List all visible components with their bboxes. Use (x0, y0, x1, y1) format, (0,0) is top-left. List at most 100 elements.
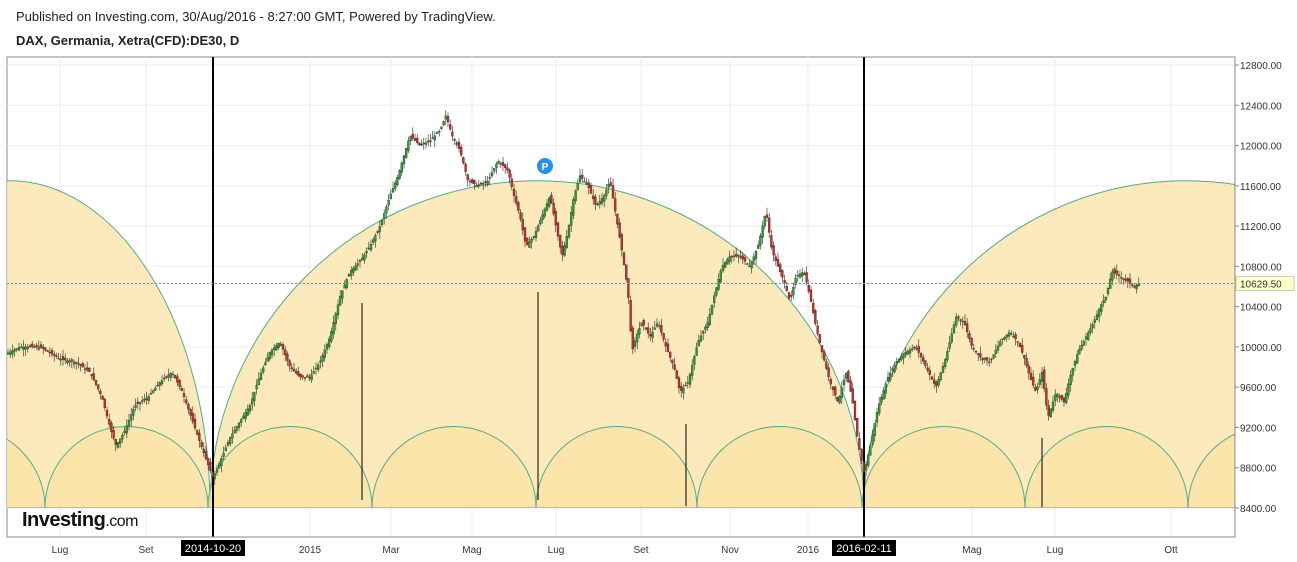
event-icon[interactable]: P (537, 158, 553, 174)
candle-body (114, 439, 117, 446)
candle-body (209, 461, 212, 471)
candle-body (814, 310, 817, 324)
candle-body (490, 172, 494, 177)
candle-body (675, 370, 678, 379)
candle-body (387, 199, 390, 206)
candle-body (202, 448, 205, 454)
candle-body (1124, 279, 1127, 281)
candle-body (270, 349, 274, 356)
candle-body (554, 210, 557, 226)
candle-body (583, 181, 586, 183)
candle-body (853, 401, 857, 421)
candle-body (464, 163, 467, 172)
candle-body (196, 430, 199, 435)
candle-body (598, 201, 601, 205)
candle-body (1051, 401, 1055, 411)
candle-body (262, 367, 265, 373)
candle-body (1084, 336, 1088, 340)
candle-body (776, 259, 780, 267)
candle-body (862, 461, 865, 472)
candle-body (763, 216, 766, 227)
candle-body (145, 397, 148, 400)
candle-body (237, 422, 241, 428)
candle-body (772, 245, 775, 256)
candle-body (774, 256, 777, 261)
candle-body (264, 362, 267, 366)
candle-body (248, 405, 252, 412)
candle-body (658, 325, 661, 327)
candle-body (937, 379, 940, 386)
candle-body (11, 350, 14, 355)
candle-body (576, 182, 579, 190)
candle-body (405, 148, 408, 158)
y-tick-label: 8400.00 (1240, 504, 1277, 515)
candle-body (735, 254, 738, 257)
candle-body (651, 331, 654, 338)
candle-body (695, 347, 698, 356)
candle-body (746, 263, 749, 265)
candle-body (913, 346, 916, 349)
candle-body (893, 364, 896, 372)
candle-body (189, 409, 192, 416)
candle-body (352, 267, 355, 273)
candle-body (213, 473, 216, 480)
x-tick-label: Nov (721, 545, 739, 556)
candle-body (1062, 397, 1066, 403)
candle-body (600, 198, 604, 204)
candle-body (662, 333, 665, 340)
candle-body (732, 255, 736, 257)
candle-body (123, 430, 126, 433)
candle-body (1025, 358, 1028, 366)
candle-body (396, 177, 399, 186)
candle-body (347, 273, 351, 277)
candle-body (235, 426, 238, 431)
candle-body (1073, 361, 1077, 366)
candle-body (79, 364, 82, 366)
candle-body (528, 241, 531, 248)
cycle-vlines (212, 57, 1043, 537)
candle-body (350, 270, 353, 276)
candle-body (638, 328, 641, 335)
candle-body (521, 219, 524, 231)
candle-body (1122, 278, 1125, 280)
candle-body (825, 361, 828, 369)
candle-body (961, 320, 964, 323)
candle-body (572, 199, 575, 216)
candle-body (1007, 332, 1011, 337)
candle-body (1109, 278, 1112, 289)
candle-body (143, 399, 146, 401)
candle-body (750, 262, 753, 269)
x-tick-label: Set (633, 545, 648, 556)
candle-body (37, 346, 40, 350)
candle-body (1034, 386, 1037, 391)
candle-body (959, 319, 962, 321)
x-tick-label: Mag (962, 545, 981, 556)
cycle-arc-large (7, 180, 211, 508)
candle-body (781, 270, 784, 278)
candle-body (59, 359, 62, 361)
candle-body (556, 222, 560, 237)
candle-body (1137, 283, 1140, 287)
candle-body (400, 162, 403, 173)
candle-body (948, 342, 951, 349)
candle-body (878, 403, 881, 414)
candle-body (688, 373, 692, 385)
y-tick-label: 12400.00 (1240, 101, 1282, 112)
candle-body (466, 174, 469, 181)
candle-body (244, 412, 247, 420)
candle-body (1045, 388, 1048, 406)
candle-body (526, 238, 529, 245)
candle-body (475, 184, 478, 187)
candle-body (77, 362, 80, 365)
candle-body (719, 270, 722, 283)
candle-body (1131, 284, 1134, 286)
candle-body (268, 352, 271, 360)
candle-body (935, 381, 938, 387)
candle-body (477, 184, 480, 186)
candle-body (86, 367, 89, 371)
candle-body (255, 385, 258, 390)
candle-body (81, 363, 84, 368)
candle-body (726, 259, 729, 265)
candle-body (460, 146, 463, 156)
